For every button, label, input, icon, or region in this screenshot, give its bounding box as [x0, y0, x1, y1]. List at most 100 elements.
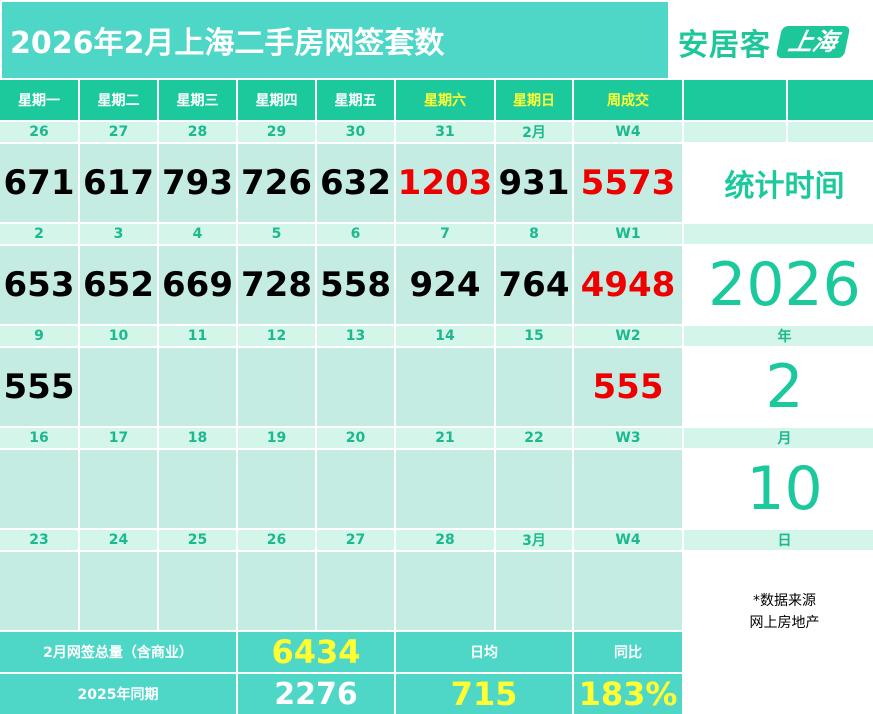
value-cell: [238, 552, 315, 630]
value-cell: [396, 348, 494, 426]
avg-label: 日均: [396, 632, 572, 672]
value-cell: [80, 450, 157, 528]
header-mon: 星期一: [0, 80, 78, 120]
date-cell: 28: [159, 122, 236, 142]
date-cell: 2: [0, 224, 78, 244]
date-cell: 11: [159, 326, 236, 346]
side-header-cell: [684, 80, 786, 120]
data-source-note: *数据来源 网上房地产: [684, 552, 873, 672]
avg-value: 715: [396, 674, 572, 714]
value-cell: 924: [396, 246, 494, 324]
date-cell: 21: [396, 428, 494, 448]
last-year-value: 2276: [238, 674, 394, 714]
week-total-cell: 555: [574, 348, 682, 426]
week-total-cell: [574, 450, 682, 528]
value-cell: 669: [159, 246, 236, 324]
date-cell: 29: [238, 122, 315, 142]
source-line-2: 网上房地产: [749, 615, 820, 631]
logo-badge: 上海: [775, 26, 851, 58]
date-cell: 25: [159, 530, 236, 550]
side-spacer: [684, 224, 873, 244]
value-cell: [317, 552, 394, 630]
stat-month-unit: 月: [684, 428, 873, 448]
value-cell: [159, 450, 236, 528]
date-cell: 16: [0, 428, 78, 448]
value-cell: [238, 348, 315, 426]
stat-day: 10: [684, 450, 873, 528]
date-cell: 8: [496, 224, 572, 244]
side-spacer: [684, 122, 786, 142]
value-cell: 558: [317, 246, 394, 324]
header-tue: 星期二: [80, 80, 157, 120]
value-cell: 617: [80, 144, 157, 222]
date-cell: 23: [0, 530, 78, 550]
date-cell: 19: [238, 428, 315, 448]
week-label-cell: W2: [574, 326, 682, 346]
date-cell: 14: [396, 326, 494, 346]
stat-month: 2: [684, 348, 873, 426]
value-cell: [317, 348, 394, 426]
header-sat: 星期六: [396, 80, 494, 120]
value-cell: 632: [317, 144, 394, 222]
side-spacer: [788, 122, 873, 142]
date-cell: 3月: [496, 530, 572, 550]
total-value: 6434: [238, 632, 394, 672]
value-cell: 1203: [396, 144, 494, 222]
yoy-label: 同比: [574, 632, 682, 672]
value-cell: 555: [0, 348, 78, 426]
date-cell: 13: [317, 326, 394, 346]
header-thu: 星期四: [238, 80, 315, 120]
date-cell: 30: [317, 122, 394, 142]
date-cell: 12: [238, 326, 315, 346]
value-cell: [496, 552, 572, 630]
week-label-cell: W3: [574, 428, 682, 448]
header-fri: 星期五: [317, 80, 394, 120]
value-cell: [396, 552, 494, 630]
date-cell: 7: [396, 224, 494, 244]
date-cell: 4: [159, 224, 236, 244]
page-title: 2026年2月上海二手房网签套数: [2, 2, 668, 78]
last-year-label: 2025年同期: [0, 674, 236, 714]
anjuke-logo: 安居客 上海: [678, 22, 868, 63]
value-cell: [80, 552, 157, 630]
date-cell: 10: [80, 326, 157, 346]
value-cell: [0, 450, 78, 528]
date-cell: 24: [80, 530, 157, 550]
date-cell: 26: [0, 122, 78, 142]
header-week-total: 周成交: [574, 80, 682, 120]
value-cell: [317, 450, 394, 528]
stat-year: 2026: [684, 246, 873, 324]
value-cell: [159, 348, 236, 426]
date-cell: 26: [238, 530, 315, 550]
value-cell: [496, 450, 572, 528]
source-line-1: *数据来源: [753, 593, 816, 609]
header-sun: 星期日: [496, 80, 572, 120]
date-cell: 28: [396, 530, 494, 550]
value-cell: 728: [238, 246, 315, 324]
calendar-grid: 星期一 星期二 星期三 星期四 星期五 星期六 星期日 周成交 26 27 28…: [0, 80, 873, 714]
date-cell: 27: [317, 530, 394, 550]
week-total-cell: [574, 552, 682, 630]
stat-year-unit: 年: [684, 326, 873, 346]
value-cell: 931: [496, 144, 572, 222]
date-cell: 18: [159, 428, 236, 448]
date-cell: 27: [80, 122, 157, 142]
side-header-cell: [788, 80, 873, 120]
date-cell: 22: [496, 428, 572, 448]
week-label-cell: W4: [574, 122, 682, 142]
value-cell: 726: [238, 144, 315, 222]
value-cell: 671: [0, 144, 78, 222]
date-cell: 15: [496, 326, 572, 346]
week-label-cell: W4: [574, 530, 682, 550]
date-cell: 31: [396, 122, 494, 142]
date-cell: 6: [317, 224, 394, 244]
value-cell: [159, 552, 236, 630]
total-label: 2月网签总量（含商业）: [0, 632, 236, 672]
yoy-value: 183%: [574, 674, 682, 714]
value-cell: [238, 450, 315, 528]
stat-time-label: 统计时间: [684, 144, 873, 222]
value-cell: [80, 348, 157, 426]
date-cell: 5: [238, 224, 315, 244]
value-cell: [0, 552, 78, 630]
date-cell: 3: [80, 224, 157, 244]
